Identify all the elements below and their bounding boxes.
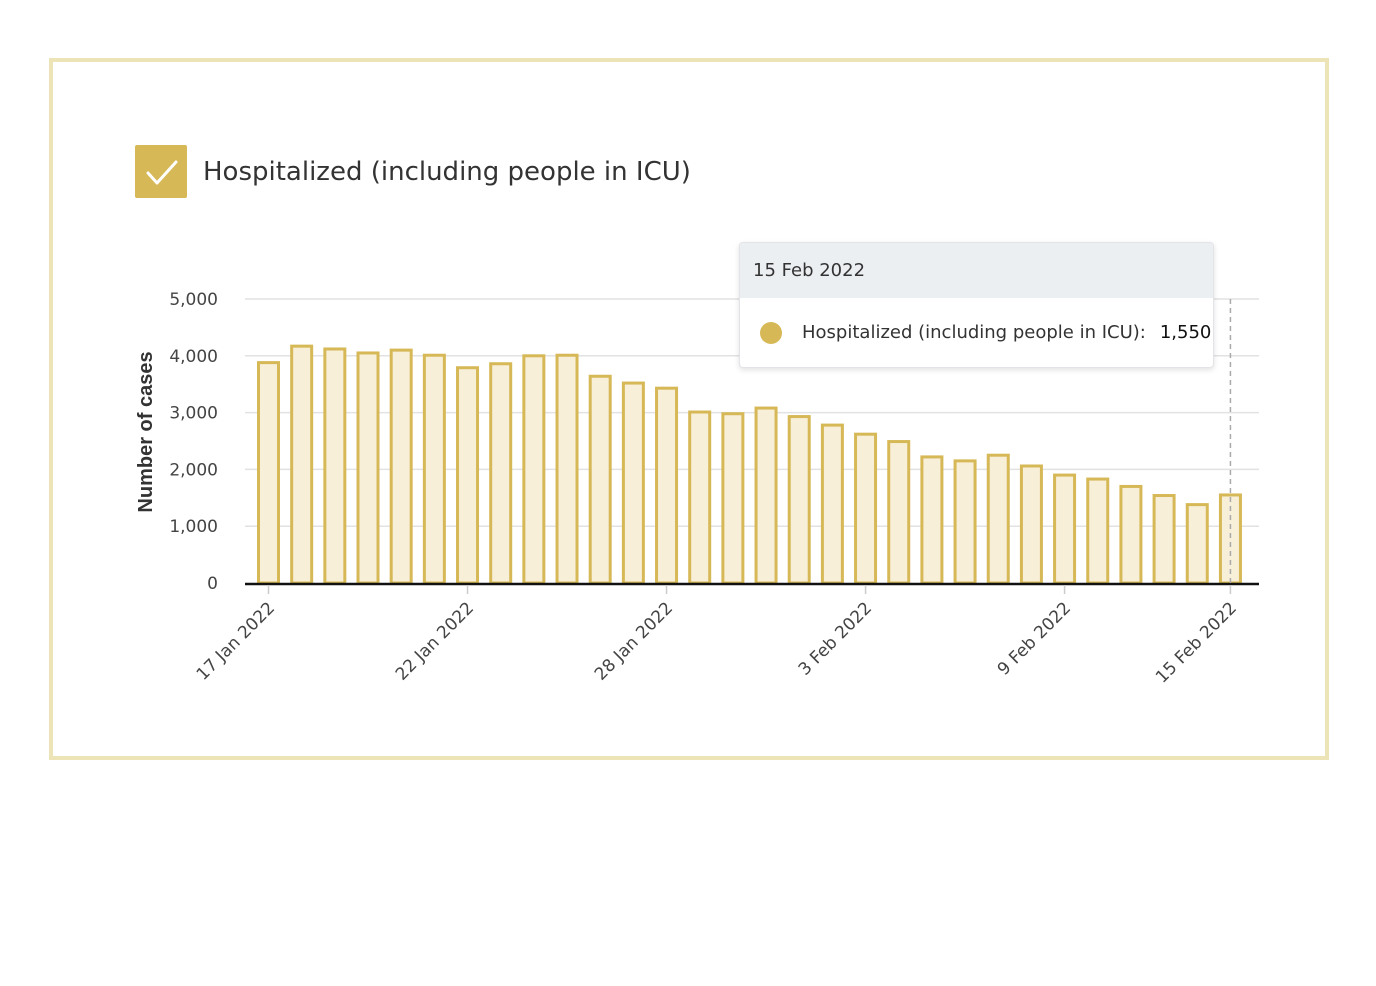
bar[interactable] <box>257 361 280 585</box>
x-tick-label: 3 Feb 2022 <box>795 598 876 679</box>
bar[interactable] <box>456 366 480 585</box>
y-tick-label: 4,000 <box>169 347 218 367</box>
bar[interactable] <box>356 351 380 585</box>
bar[interactable] <box>721 412 745 585</box>
bar[interactable] <box>422 353 446 585</box>
series-dot-icon <box>760 321 782 344</box>
bar[interactable] <box>854 432 878 585</box>
checkmark-icon <box>146 160 178 184</box>
y-tick-label: 3,000 <box>169 404 218 424</box>
tooltip-value: 1,550 <box>1159 322 1212 343</box>
bar[interactable] <box>655 386 679 585</box>
bar[interactable] <box>986 453 1010 585</box>
x-tick-label: 9 Feb 2022 <box>994 598 1075 679</box>
bar[interactable] <box>588 374 612 585</box>
tooltip-series-label: Hospitalized (including people in ICU): <box>802 322 1146 343</box>
bar[interactable] <box>887 440 911 585</box>
x-tick-label: 17 Jan 2022 <box>193 598 279 684</box>
bar[interactable] <box>1119 484 1143 585</box>
bar[interactable] <box>555 353 579 585</box>
bar[interactable] <box>290 344 314 585</box>
x-tick-label: 15 Feb 2022 <box>1152 598 1241 687</box>
bar[interactable] <box>1019 464 1043 585</box>
tooltip-date: 15 Feb 2022 <box>740 243 1213 298</box>
bar[interactable] <box>1185 503 1209 585</box>
bar[interactable] <box>920 455 944 585</box>
y-tick-label: 5,000 <box>169 290 218 310</box>
bar[interactable] <box>389 348 413 585</box>
tooltip-row: Hospitalized (including people in ICU): … <box>740 298 1213 367</box>
bar[interactable] <box>1053 473 1077 585</box>
bar[interactable] <box>621 381 645 585</box>
bar[interactable] <box>1086 477 1110 585</box>
bar[interactable] <box>787 415 811 585</box>
bar[interactable] <box>1152 494 1176 585</box>
y-tick-label: 0 <box>207 574 218 594</box>
legend-item-hospitalized[interactable]: Hospitalized (including people in ICU) <box>135 145 691 198</box>
bar[interactable] <box>820 423 844 585</box>
bar[interactable] <box>688 410 712 585</box>
x-tick-label: 28 Jan 2022 <box>591 598 677 684</box>
y-tick-label: 1,000 <box>169 517 218 537</box>
bar[interactable] <box>953 459 977 585</box>
bar[interactable] <box>489 362 513 585</box>
legend-label: Hospitalized (including people in ICU) <box>203 156 691 187</box>
bar[interactable] <box>522 354 546 585</box>
y-tick-label: 2,000 <box>169 460 218 480</box>
x-tick-label: 22 Jan 2022 <box>392 598 478 684</box>
legend-checkbox[interactable] <box>135 145 187 198</box>
bars <box>257 344 1242 585</box>
bar[interactable] <box>754 406 778 585</box>
bar[interactable] <box>323 347 347 585</box>
tooltip: 15 Feb 2022 Hospitalized (including peop… <box>739 242 1214 368</box>
y-axis-title: Number of cases <box>135 351 157 512</box>
